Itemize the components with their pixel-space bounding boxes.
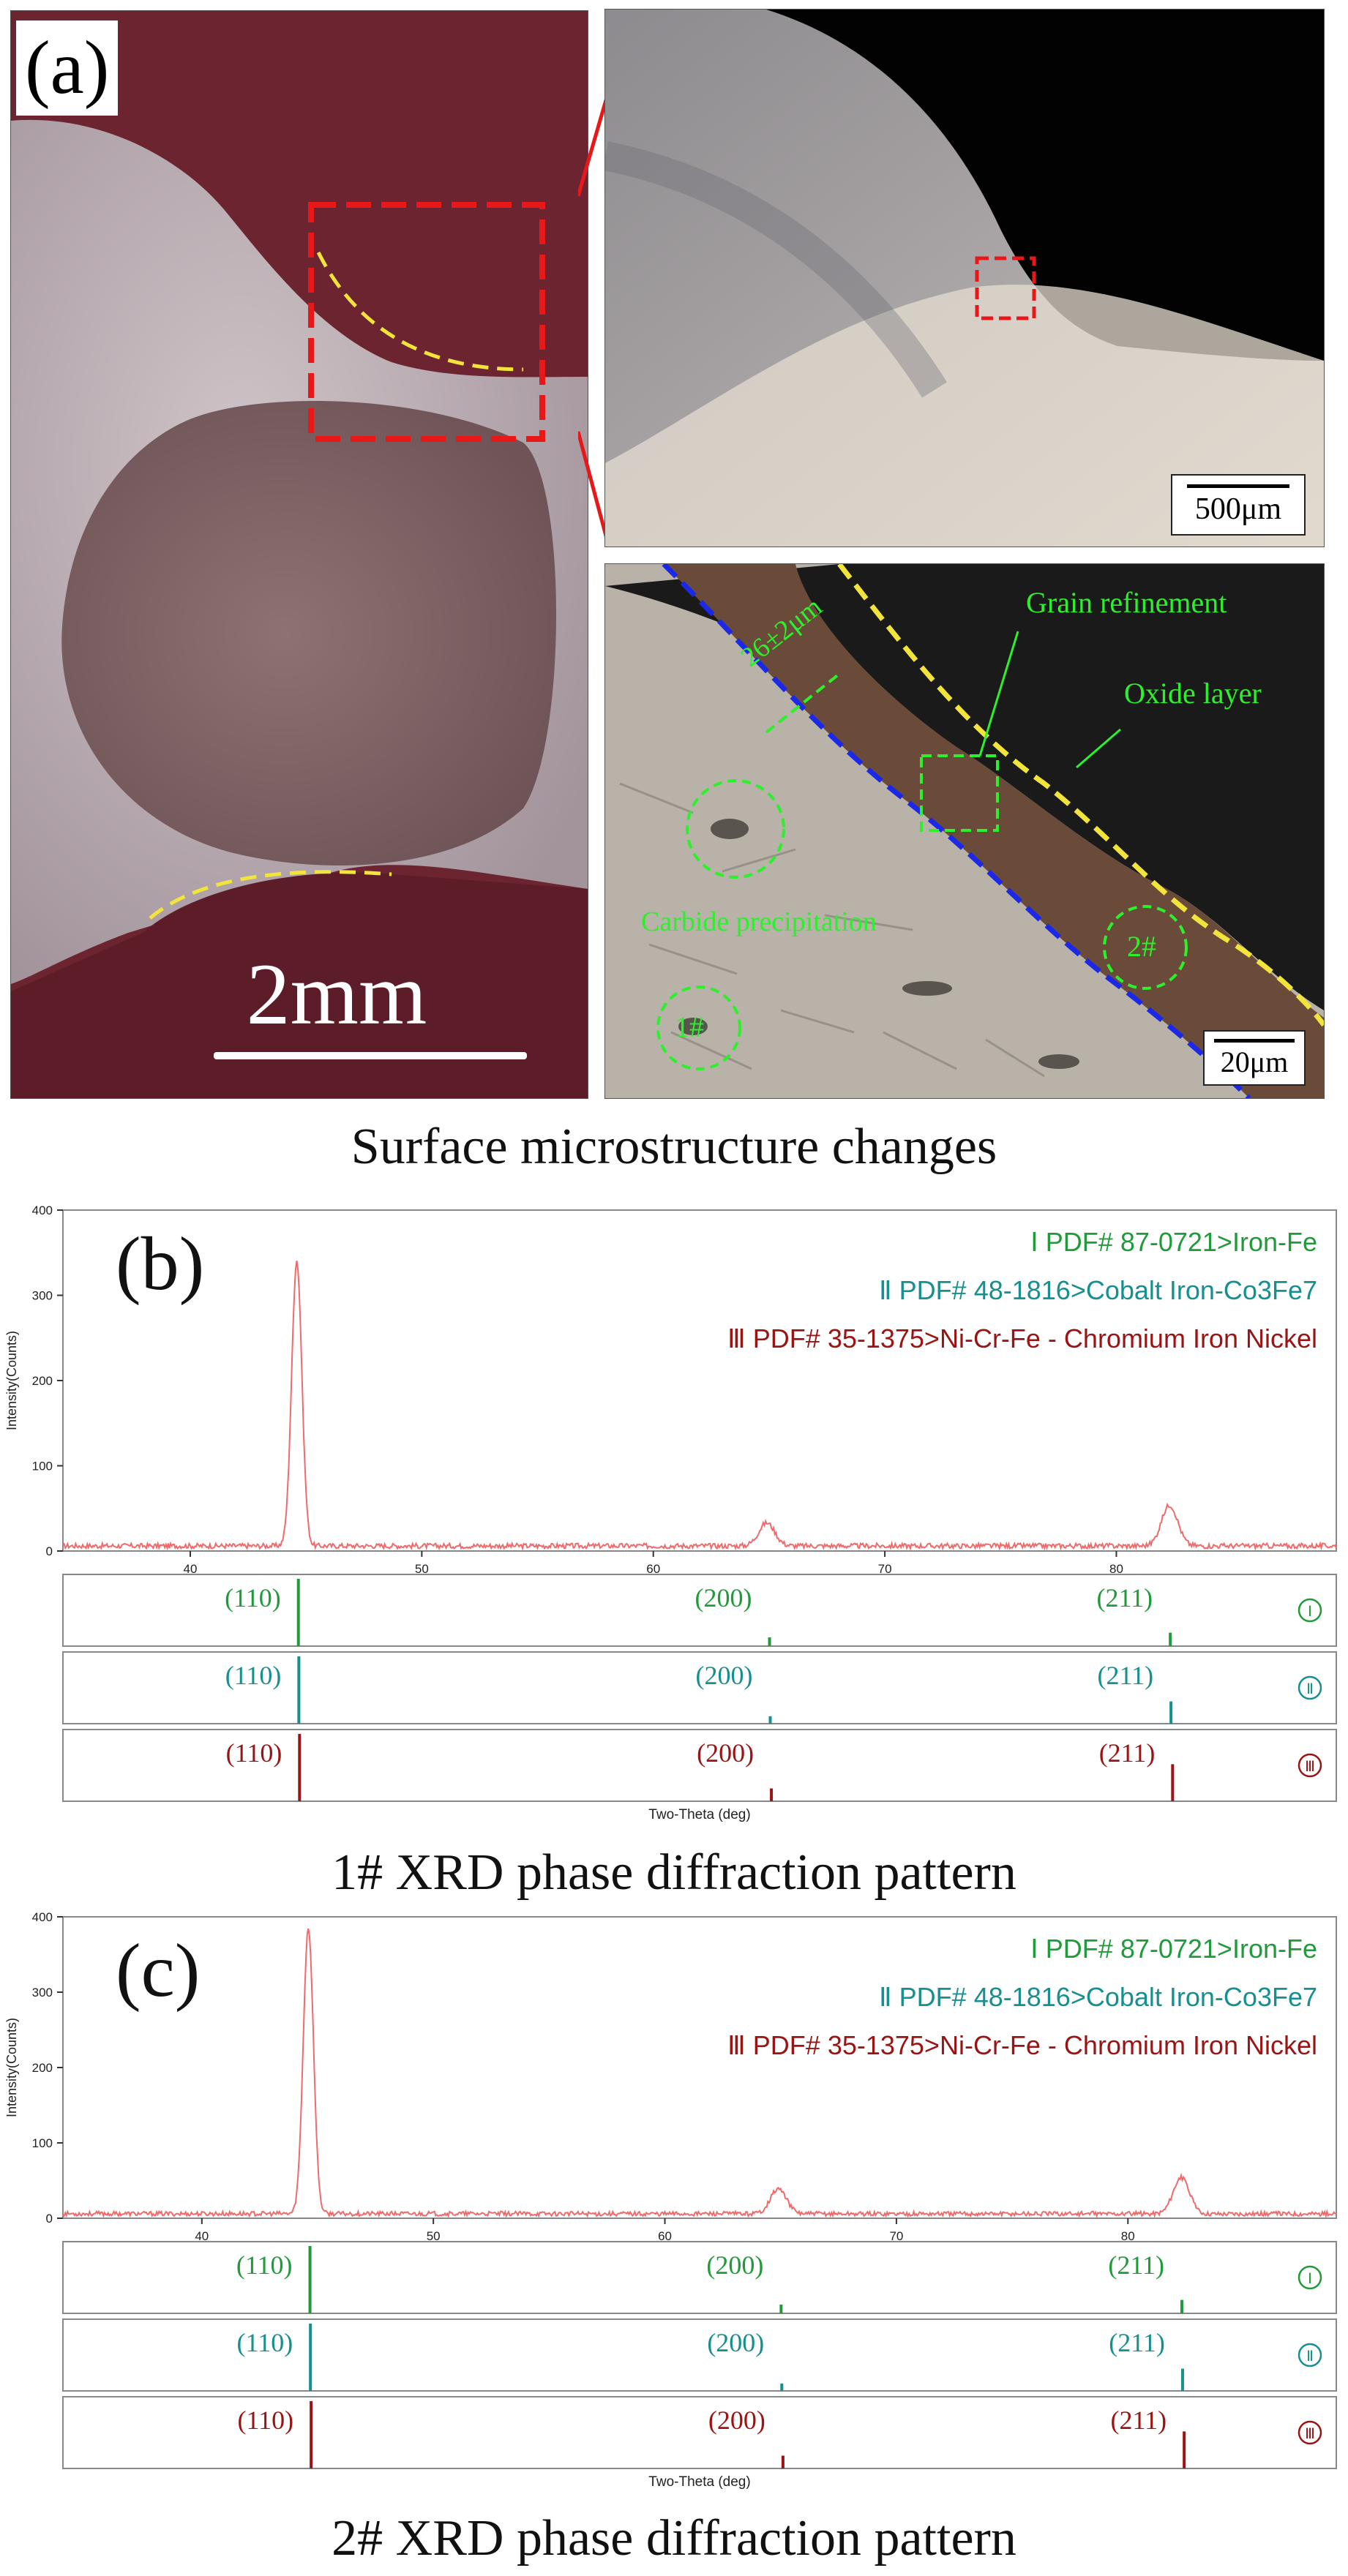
x-tick-label: 40 [184, 1562, 198, 1576]
reference-marker-text: Ⅲ [1305, 1759, 1315, 1775]
zoom-photo-top [604, 9, 1325, 547]
hkl-label: (200) [696, 1661, 753, 1690]
x-tick-label: 70 [878, 1562, 892, 1576]
x-tick-label: 50 [415, 1562, 429, 1576]
legend-entry: Ⅱ PDF# 48-1816>Cobalt Iron-Co3Fe7 [879, 1982, 1317, 2012]
reference-strip [62, 1574, 1337, 1647]
annot-point-2: 2# [1127, 930, 1156, 963]
x-axis-label: Two-Theta (deg) [648, 2474, 750, 2490]
reference-marker [1298, 1753, 1322, 1778]
scale-top-text: 500μm [1194, 492, 1282, 526]
hkl-label: (211) [1111, 2406, 1167, 2435]
x-tick-label: 80 [1121, 2229, 1135, 2243]
hkl-label: (110) [237, 2328, 293, 2357]
y-tick-label: 200 [32, 2061, 53, 2075]
hkl-label: (110) [238, 2406, 294, 2435]
hkl-label: (211) [1109, 2328, 1165, 2357]
reference-marker-text: Ⅰ [1308, 1604, 1312, 1620]
zoom-photo-top-drawing [605, 10, 1324, 547]
hkl-label: (211) [1099, 1738, 1156, 1768]
annot-point-1: 1# [675, 1010, 704, 1043]
x-tick-label: 80 [1109, 1562, 1123, 1576]
hkl-label: (110) [226, 1738, 282, 1768]
y-tick-label: 100 [32, 2136, 53, 2150]
reference-strip [62, 2241, 1337, 2314]
hkl-label: (200) [707, 2328, 764, 2357]
y-tick-label: 400 [32, 1203, 53, 1217]
xrd-chart-c: 0 100 200 300 400 40 50 60 70 80 Intensity(Counts)… [4, 1910, 1337, 2490]
x-tick-label: 60 [658, 2229, 672, 2243]
annot-grain-refinement: Grain refinement [1026, 586, 1227, 619]
scale-main-text: 2mm [246, 945, 427, 1043]
y-tick-label: 300 [32, 1986, 53, 1999]
reference-marker-text: Ⅰ [1308, 2271, 1312, 2287]
y-axis-label: Intensity(Counts) [4, 1331, 19, 1430]
y-tick-label: 0 [46, 1544, 53, 1558]
plot-frame [62, 1209, 1337, 1552]
zoom-photo-bottom [604, 563, 1325, 1099]
x-axis-label: Two-Theta (deg) [648, 1807, 750, 1822]
caption-c: 2# XRD phase diffraction pattern [332, 2510, 1016, 2566]
reference-marker [1298, 1675, 1322, 1700]
legend-entry: Ⅰ PDF# 87-0721>Iron-Fe [1030, 1227, 1317, 1257]
zoom-region-box [308, 202, 545, 442]
y-tick-label: 200 [32, 1374, 53, 1388]
macro-photo [10, 10, 588, 1099]
x-tick-label: 60 [646, 1562, 660, 1576]
x-tick-label: 40 [195, 2229, 209, 2243]
y-axis-label: Intensity(Counts) [4, 2018, 19, 2117]
hkl-label: (200) [695, 1583, 752, 1612]
reference-marker [1298, 1598, 1322, 1623]
panel-a-label: (a) [16, 20, 119, 116]
hkl-label: (200) [697, 1738, 754, 1768]
connector-lines [578, 94, 607, 542]
x-tick-label: 70 [889, 2229, 903, 2243]
caption-b: 1# XRD phase diffraction pattern [332, 1844, 1016, 1901]
reference-strip [62, 2318, 1337, 2392]
reference-marker [1298, 2343, 1322, 2367]
x-tick-label: 50 [427, 2229, 441, 2243]
legend-entry: Ⅱ PDF# 48-1816>Cobalt Iron-Co3Fe7 [879, 1275, 1317, 1305]
reference-strip [62, 2396, 1337, 2469]
scale-main-bar [214, 1052, 527, 1059]
hkl-label: (110) [225, 1661, 282, 1690]
y-tick-label: 300 [32, 1289, 53, 1303]
xrd-pattern-line [62, 1928, 1336, 2219]
hkl-label: (211) [1108, 2250, 1164, 2280]
hkl-label: (211) [1097, 1583, 1153, 1612]
hkl-label: (110) [225, 1583, 281, 1612]
macro-photo-drawing [11, 11, 588, 1098]
reference-marker [1298, 2420, 1322, 2445]
y-tick-label: 100 [32, 1460, 53, 1473]
panel-label: (c) [116, 1929, 200, 2013]
xrd-pattern-line [62, 1261, 1337, 1551]
reference-strip [62, 1651, 1337, 1724]
legend-entry: Ⅲ PDF# 35-1375>Ni-Cr-Fe - Chromium Iron … [727, 1323, 1317, 1353]
legend-entry: Ⅲ PDF# 35-1375>Ni-Cr-Fe - Chromium Iron … [727, 2030, 1317, 2060]
reference-marker-text: Ⅱ [1306, 1681, 1314, 1697]
legend-entry: Ⅰ PDF# 87-0721>Iron-Fe [1030, 1934, 1317, 1964]
scale-bottom: 20μm [1203, 1030, 1306, 1086]
scale-top: 500μm [1171, 474, 1306, 536]
scale-bottom-text: 20μm [1220, 1045, 1289, 1078]
annot-carbide: Carbide precipitation [641, 906, 877, 937]
reference-strip [62, 1729, 1337, 1802]
zoom-photo-bottom-drawing [605, 564, 1324, 1098]
reference-marker [1298, 2265, 1322, 2290]
reference-marker-text: Ⅱ [1306, 2348, 1314, 2365]
panel-label: (b) [116, 1222, 204, 1306]
xrd-chart-b: 0 100 200 300 400 40 50 60 70 80 Intensity(Counts)… [4, 1203, 1337, 1822]
annot-oxide-layer: Oxide layer [1124, 677, 1262, 710]
y-tick-label: 400 [32, 1910, 53, 1924]
reference-marker-text: Ⅲ [1305, 2426, 1315, 2442]
hkl-label: (200) [706, 2250, 763, 2280]
hkl-label: (211) [1097, 1661, 1153, 1690]
caption-a: Surface microstructure changes [351, 1119, 997, 1175]
zoom-region-box-small [975, 256, 1036, 320]
hkl-label: (200) [708, 2406, 765, 2435]
y-tick-label: 0 [46, 2212, 53, 2226]
hkl-label: (110) [236, 2250, 293, 2280]
